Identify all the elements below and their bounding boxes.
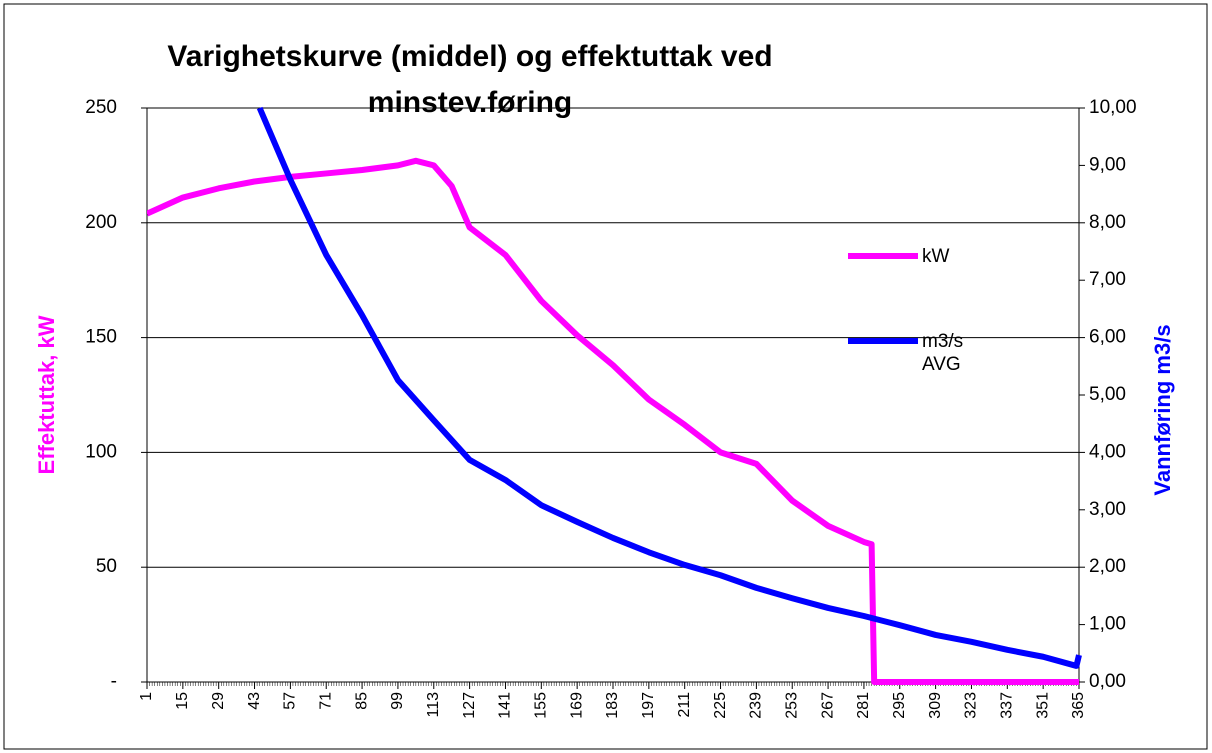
x-tick-label: 71 — [317, 692, 334, 710]
x-tick-label: 295 — [891, 692, 908, 719]
y2-tick-label: 3,00 — [1089, 499, 1126, 520]
x-tick-label: 225 — [712, 692, 729, 719]
data-line — [256, 106, 1082, 669]
y2-tick-label: 10,00 — [1089, 97, 1137, 118]
chart-title: Varighetskurve (middel) og effektuttak v… — [167, 40, 772, 73]
y2-tick-label: 7,00 — [1089, 269, 1126, 290]
legend-label: m3/s AVG — [922, 331, 964, 375]
x-tick-label: 281 — [855, 692, 872, 719]
y-tick-label: 100 — [85, 441, 117, 462]
y-tick-label: 200 — [85, 212, 117, 233]
y-tick-label: 150 — [85, 327, 117, 348]
y2-tick-label: 4,00 — [1089, 441, 1126, 462]
x-tick-label: 29 — [210, 692, 227, 710]
x-tick-label: 239 — [748, 692, 765, 719]
y2-tick-label: 6,00 — [1089, 327, 1126, 348]
legend-label: kW — [922, 246, 950, 267]
y2-tick-label: 2,00 — [1089, 556, 1126, 577]
x-tick-label: 211 — [676, 692, 693, 718]
x-tick-label: 323 — [963, 692, 980, 719]
x-tick-label: 57 — [282, 692, 299, 710]
x-tick-label: 197 — [640, 692, 657, 719]
x-tick-label: 15 — [174, 692, 191, 710]
x-tick-label: 309 — [927, 692, 944, 719]
x-tick-label: 127 — [461, 692, 478, 719]
y2-tick-label: 9,00 — [1089, 154, 1126, 175]
y2-axis-title: Vannføring m3/s — [1150, 324, 1175, 495]
chart-title: minstev.føring — [368, 86, 572, 119]
y2-tick-label: 8,00 — [1089, 212, 1126, 233]
x-tick-label: 99 — [389, 692, 406, 710]
y2-tick-label: 0,00 — [1089, 671, 1126, 692]
y-tick-label: - — [111, 671, 117, 692]
x-tick-label: 253 — [783, 692, 800, 719]
x-tick-label: 337 — [999, 692, 1016, 719]
x-tick-label: 155 — [533, 692, 550, 719]
x-tick-label: 183 — [604, 692, 621, 719]
y2-tick-label: 1,00 — [1089, 614, 1126, 635]
y-tick-label: 250 — [85, 97, 117, 118]
x-tick-label: 351 — [1034, 692, 1051, 719]
x-tick-label: 169 — [568, 692, 585, 719]
x-tick-label: 141 — [497, 692, 514, 719]
x-tick-label: 365 — [1070, 692, 1087, 719]
data-line — [147, 157, 1079, 685]
x-tick-label: 113 — [425, 692, 442, 718]
y-tick-label: 50 — [96, 556, 117, 577]
x-tick-label: 1 — [138, 692, 155, 701]
x-tick-label: 267 — [819, 692, 836, 719]
y2-tick-label: 5,00 — [1089, 384, 1126, 405]
x-tick-label: 43 — [246, 692, 263, 710]
x-tick-label: 85 — [353, 692, 370, 710]
y-axis-title: Effektuttak, kW — [34, 315, 59, 474]
plot-area — [146, 107, 1080, 683]
